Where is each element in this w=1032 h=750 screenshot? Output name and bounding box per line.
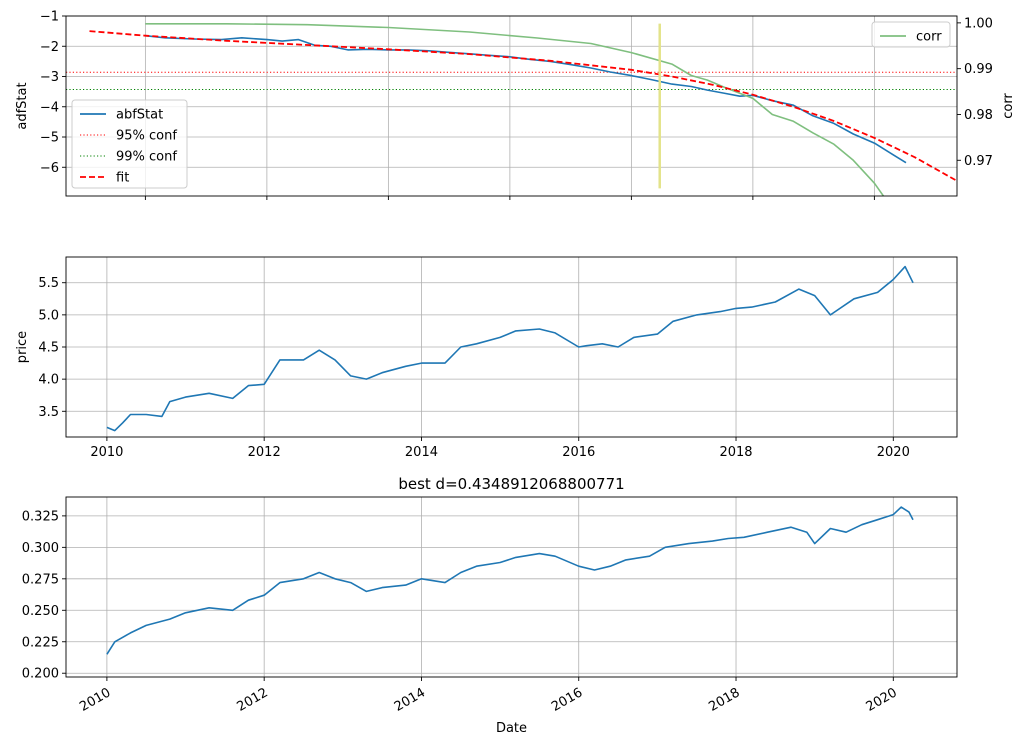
legend-label: fit xyxy=(116,171,129,186)
y-tick-label: −2 xyxy=(40,40,59,55)
series-corr xyxy=(145,22,885,196)
y-tick-label: 4.0 xyxy=(38,373,59,388)
x-axis: 2010 2012 2014 2016 2018 2020 xyxy=(77,677,900,715)
y-tick-label: −5 xyxy=(40,131,59,146)
x-tick-label: 2012 xyxy=(248,445,281,460)
y-tick-label: 0.250 xyxy=(22,604,59,619)
y-tick-label-right: 0.97 xyxy=(964,154,993,169)
chart-title: best d=0.4348912068800771 xyxy=(398,475,624,493)
axes-frame xyxy=(65,15,958,197)
y-axis-label-right: corr xyxy=(1001,93,1016,119)
legend: abfStat 95% conf 99% conf fit xyxy=(71,99,188,189)
series-best-d xyxy=(106,506,914,655)
y-tick-label-right: 0.99 xyxy=(964,62,993,77)
y-tick-label-right: 1.00 xyxy=(964,16,993,31)
y-tick-label: −6 xyxy=(40,161,59,176)
x-tick-label: 2016 xyxy=(562,445,595,460)
x-axis: 2010 2012 2014 2016 2018 2020 xyxy=(90,437,910,460)
y-tick-label: 0.300 xyxy=(22,541,59,556)
x-tick-label: 2018 xyxy=(719,445,752,460)
y-axis-left: 3.5 4.0 4.5 5.0 5.5 xyxy=(38,276,66,420)
legend-label: 95% conf xyxy=(116,129,177,144)
x-tick-label: 2014 xyxy=(392,685,428,715)
y-tick-label-right: 0.98 xyxy=(964,108,993,123)
y-tick-label: −1 xyxy=(40,10,59,25)
legend-label: corr xyxy=(916,30,942,45)
y-tick-label: 0.275 xyxy=(22,572,59,587)
plot-area xyxy=(106,506,914,655)
grid xyxy=(66,257,957,437)
y-tick-label: 3.5 xyxy=(38,405,59,420)
subplot-1: −1 −2 −3 −4 −5 −6 1.00 0.99 0.98 0.97 adfStat corr a… xyxy=(15,10,1016,200)
y-axis-label: adfStat xyxy=(15,82,30,129)
x-tick-label: 2016 xyxy=(549,685,585,715)
grid xyxy=(66,497,957,677)
y-tick-label: 5.0 xyxy=(38,308,59,323)
y-axis-left: 0.200 0.225 0.250 0.275 0.300 0.325 xyxy=(22,509,66,682)
x-tick-label: 2010 xyxy=(77,685,113,715)
y-tick-label: 0.200 xyxy=(22,667,59,682)
x-tick-label: 2014 xyxy=(405,445,438,460)
x-tick-label: 2020 xyxy=(877,445,910,460)
series-abfstat xyxy=(145,34,907,164)
y-axis-left: −1 −2 −3 −4 −5 −6 xyxy=(40,10,66,176)
y-axis-right: 1.00 0.99 0.98 0.97 xyxy=(957,16,993,169)
x-tick-label: 2010 xyxy=(90,445,123,460)
plot-area xyxy=(106,265,914,432)
x-axis-label: Date xyxy=(496,721,527,736)
plot-area xyxy=(89,22,956,196)
y-tick-label: −4 xyxy=(40,100,59,115)
series-fit xyxy=(89,30,956,181)
y-tick-label: 0.325 xyxy=(22,509,59,524)
legend: corr xyxy=(871,21,951,48)
legend-box xyxy=(871,21,951,48)
axes-frame xyxy=(65,496,958,678)
y-tick-label: 0.225 xyxy=(22,635,59,650)
legend-label: abfStat xyxy=(116,108,163,123)
legend-label: 99% conf xyxy=(116,150,177,165)
x-axis xyxy=(144,196,875,200)
grid xyxy=(66,15,957,196)
y-tick-label: 5.5 xyxy=(38,276,59,291)
x-tick-label: 2020 xyxy=(864,685,900,715)
y-tick-label: 4.5 xyxy=(38,341,59,356)
y-axis-label: price xyxy=(15,331,30,363)
series-price xyxy=(106,265,914,432)
legend-box xyxy=(71,99,188,189)
y-tick-label: −3 xyxy=(40,70,59,85)
x-tick-label: 2012 xyxy=(235,685,271,715)
subplot-2: 3.5 4.0 4.5 5.0 5.5 2010 2012 2014 2016 2018 2020 p… xyxy=(15,256,958,460)
x-tick-label: 2018 xyxy=(706,685,742,715)
